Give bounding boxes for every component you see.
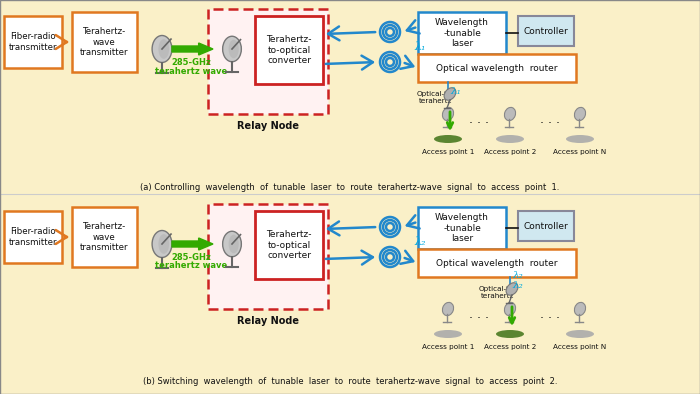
FancyBboxPatch shape [418, 249, 576, 277]
Text: Wavelength
-tunable
laser: Wavelength -tunable laser [435, 18, 489, 48]
Text: Terahertz-
to-optical
converter: Terahertz- to-optical converter [266, 230, 312, 260]
Text: Optical-to-
terahertz: Optical-to- terahertz [417, 91, 455, 104]
Polygon shape [172, 43, 213, 55]
Text: Relay Node: Relay Node [237, 316, 299, 326]
FancyBboxPatch shape [208, 204, 328, 309]
Text: λ₁: λ₁ [414, 42, 426, 52]
Ellipse shape [496, 330, 524, 338]
Text: Terahertz-
wave
transmitter: Terahertz- wave transmitter [80, 222, 129, 252]
FancyBboxPatch shape [0, 4, 700, 189]
Ellipse shape [566, 330, 594, 338]
Text: Access point N: Access point N [554, 149, 607, 155]
Text: . . .: . . . [469, 113, 489, 126]
Text: terahertz wave: terahertz wave [155, 262, 227, 271]
Text: λ₂: λ₂ [414, 237, 426, 247]
Text: Controller: Controller [524, 26, 568, 35]
FancyBboxPatch shape [72, 207, 137, 267]
Text: Access point 2: Access point 2 [484, 149, 536, 155]
Text: Wavelength
-tunable
laser: Wavelength -tunable laser [435, 213, 489, 243]
Ellipse shape [223, 231, 241, 257]
Ellipse shape [158, 234, 169, 254]
Ellipse shape [434, 135, 462, 143]
FancyBboxPatch shape [518, 16, 574, 46]
Ellipse shape [434, 330, 462, 338]
Ellipse shape [229, 235, 239, 253]
Ellipse shape [496, 135, 524, 143]
Text: . . .: . . . [540, 307, 560, 320]
Ellipse shape [506, 283, 518, 295]
FancyBboxPatch shape [4, 16, 62, 68]
Ellipse shape [444, 88, 456, 100]
Ellipse shape [575, 302, 586, 316]
Text: Fiber-radio
transmitter: Fiber-radio transmitter [8, 227, 57, 247]
Ellipse shape [442, 108, 454, 121]
FancyBboxPatch shape [418, 54, 576, 82]
FancyBboxPatch shape [72, 12, 137, 72]
Text: . . .: . . . [540, 113, 560, 126]
Text: Terahertz-
to-optical
converter: Terahertz- to-optical converter [266, 35, 312, 65]
Ellipse shape [229, 40, 239, 58]
Text: Terahertz-
wave
transmitter: Terahertz- wave transmitter [80, 27, 129, 57]
Text: (a) Controlling  wavelength  of  tunable  laser  to  route  terahertz-wave  sign: (a) Controlling wavelength of tunable la… [140, 182, 560, 191]
Text: Relay Node: Relay Node [237, 121, 299, 131]
Ellipse shape [566, 135, 594, 143]
Text: Access point N: Access point N [554, 344, 607, 350]
FancyBboxPatch shape [418, 12, 506, 54]
Ellipse shape [152, 35, 172, 63]
FancyBboxPatch shape [255, 211, 323, 279]
Text: λ₁: λ₁ [451, 87, 461, 95]
Polygon shape [172, 238, 213, 250]
Text: λ₂: λ₂ [512, 271, 524, 279]
Ellipse shape [158, 39, 169, 59]
Text: Optical wavelength  router: Optical wavelength router [436, 63, 558, 72]
FancyBboxPatch shape [4, 211, 62, 263]
Text: terahertz wave: terahertz wave [155, 67, 227, 76]
Text: 285-GHz: 285-GHz [171, 58, 211, 67]
Text: (b) Switching  wavelength  of  tunable  laser  to  route  terahertz-wave  signal: (b) Switching wavelength of tunable lase… [143, 377, 557, 387]
Ellipse shape [442, 302, 454, 316]
Text: Access point 1: Access point 1 [422, 149, 474, 155]
Text: Fiber-radio
transmitter: Fiber-radio transmitter [8, 32, 57, 52]
FancyBboxPatch shape [418, 207, 506, 249]
Ellipse shape [505, 108, 516, 121]
Text: . . .: . . . [469, 307, 489, 320]
Text: Optical-to-
terahertz: Optical-to- terahertz [479, 286, 517, 299]
FancyBboxPatch shape [0, 199, 700, 384]
Text: Access point 1: Access point 1 [422, 344, 474, 350]
FancyBboxPatch shape [518, 211, 574, 241]
FancyBboxPatch shape [255, 16, 323, 84]
Text: 285-GHz: 285-GHz [171, 253, 211, 262]
Text: Controller: Controller [524, 221, 568, 230]
Ellipse shape [505, 302, 516, 316]
Ellipse shape [152, 230, 172, 258]
Text: Optical wavelength  router: Optical wavelength router [436, 258, 558, 268]
FancyBboxPatch shape [208, 9, 328, 114]
Text: λ₂: λ₂ [512, 281, 524, 290]
Ellipse shape [223, 36, 241, 62]
Ellipse shape [575, 108, 586, 121]
Text: Access point 2: Access point 2 [484, 344, 536, 350]
